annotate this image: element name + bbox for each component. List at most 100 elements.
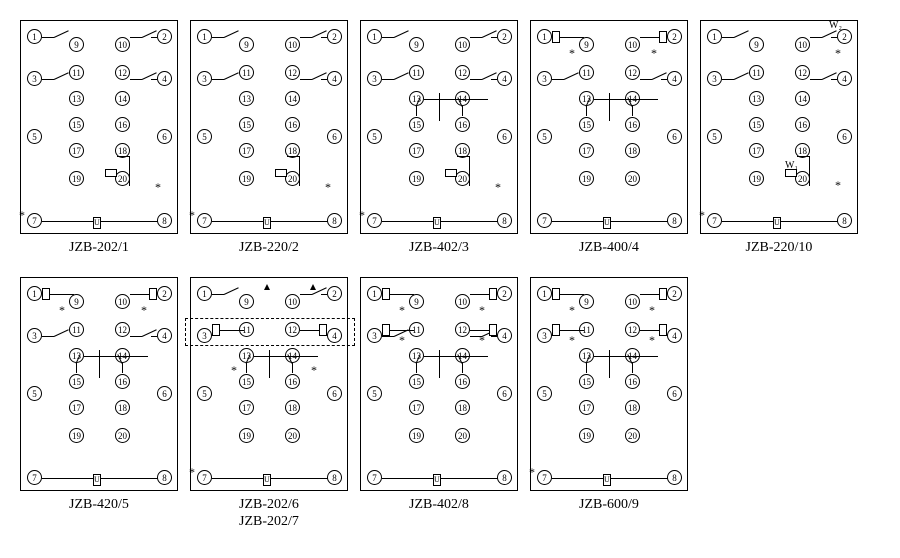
terminal-19: 19 xyxy=(579,428,594,443)
terminal-17: 17 xyxy=(579,400,594,415)
terminal-18: 18 xyxy=(115,400,130,415)
terminal-20: 20 xyxy=(625,171,640,186)
terminal-20: 20 xyxy=(625,428,640,443)
terminal-16: 16 xyxy=(795,117,810,132)
terminal-14: 14 xyxy=(795,91,810,106)
relay-panel: 1234567891011121314151617181920U** xyxy=(360,20,518,234)
terminal-1: 1 xyxy=(197,286,212,301)
terminal-9: 9 xyxy=(69,37,84,52)
connection-line xyxy=(300,37,312,38)
terminal-7: 7 xyxy=(367,213,382,228)
marker-star: * xyxy=(649,304,655,316)
marker-star: * xyxy=(651,47,657,59)
marker-star: * xyxy=(155,181,161,193)
connection-line xyxy=(609,93,610,121)
relay-panel: 1234567891011121314151617181920U*** xyxy=(190,277,348,491)
terminal-5: 5 xyxy=(27,129,42,144)
terminal-15: 15 xyxy=(239,117,254,132)
connection-line xyxy=(594,356,658,357)
marker-star: * xyxy=(19,209,25,221)
terminal-19: 19 xyxy=(579,171,594,186)
coil-box xyxy=(105,169,117,177)
relay-unit: 1234567891011121314151617181920U*****JZB… xyxy=(530,277,688,531)
terminal-10: 10 xyxy=(625,37,640,52)
terminal-20: 20 xyxy=(115,171,130,186)
terminal-10: 10 xyxy=(115,294,130,309)
terminal-9: 9 xyxy=(239,294,254,309)
connection-line xyxy=(416,106,417,116)
coil-box xyxy=(489,324,497,336)
terminal-19: 19 xyxy=(409,428,424,443)
connection-line xyxy=(130,336,142,337)
terminal-15: 15 xyxy=(579,374,594,389)
marker-star: * xyxy=(359,209,365,221)
terminal-11: 11 xyxy=(579,65,594,80)
terminal-7: 7 xyxy=(197,213,212,228)
terminal-11: 11 xyxy=(409,65,424,80)
terminal-8: 8 xyxy=(327,470,342,485)
coil-box xyxy=(659,31,667,43)
terminal-8: 8 xyxy=(157,213,172,228)
terminal-16: 16 xyxy=(455,117,470,132)
terminal-4: 4 xyxy=(497,328,512,343)
connection-line xyxy=(151,79,157,80)
terminal-16: 16 xyxy=(455,374,470,389)
coil-box xyxy=(552,288,560,300)
terminal-8: 8 xyxy=(667,470,682,485)
relay-panel: 1234567891011121314151617181920U**** xyxy=(360,277,518,491)
terminal-10: 10 xyxy=(285,294,300,309)
terminal-1: 1 xyxy=(197,29,212,44)
terminal-10: 10 xyxy=(455,294,470,309)
connection-line xyxy=(609,350,610,378)
dashed-region xyxy=(185,318,355,346)
terminal-16: 16 xyxy=(285,374,300,389)
marker-star: * xyxy=(189,466,195,478)
row-1: 1234567891011121314151617181920U**JZB-20… xyxy=(20,20,880,257)
row-2: 1234567891011121314151617181920U**JZB-42… xyxy=(20,277,880,531)
terminal-8: 8 xyxy=(667,213,682,228)
terminal-15: 15 xyxy=(69,374,84,389)
relay-unit: 1234567891011121314151617181920U***JZB-2… xyxy=(190,277,348,531)
connection-line xyxy=(212,37,224,38)
arrow-icon xyxy=(310,284,316,290)
terminal-12: 12 xyxy=(625,65,640,80)
text-label: U xyxy=(604,476,610,484)
terminal-13: 13 xyxy=(69,91,84,106)
terminal-12: 12 xyxy=(285,65,300,80)
connection-line xyxy=(470,37,482,38)
coil-box xyxy=(552,324,560,336)
terminal-10: 10 xyxy=(625,294,640,309)
terminal-7: 7 xyxy=(197,470,212,485)
connection-line xyxy=(151,336,157,337)
relay-unit: 1234567891011121314151617181920U****JZB-… xyxy=(360,277,518,531)
contact-line xyxy=(564,72,579,80)
terminal-10: 10 xyxy=(285,37,300,52)
terminal-13: 13 xyxy=(239,91,254,106)
terminal-6: 6 xyxy=(667,386,682,401)
connection-line xyxy=(390,330,414,331)
connection-line xyxy=(84,356,148,357)
connection-line xyxy=(640,79,652,80)
connection-line xyxy=(254,356,318,357)
connection-line xyxy=(640,294,660,295)
marker-star: * xyxy=(569,47,575,59)
connection-line xyxy=(462,363,463,373)
marker-star: * xyxy=(399,334,405,346)
terminal-5: 5 xyxy=(367,386,382,401)
terminal-17: 17 xyxy=(749,143,764,158)
terminal-17: 17 xyxy=(239,143,254,158)
terminal-17: 17 xyxy=(69,143,84,158)
connection-line xyxy=(439,93,440,121)
coil-box xyxy=(659,288,667,300)
contact-line xyxy=(54,30,69,38)
terminal-12: 12 xyxy=(455,65,470,80)
terminal-18: 18 xyxy=(455,400,470,415)
terminal-17: 17 xyxy=(239,400,254,415)
relay-panel: 1234567891011121314151617181920U** xyxy=(20,20,178,234)
connection-line xyxy=(640,330,660,331)
connection-line xyxy=(424,99,488,100)
marker-star: * xyxy=(835,179,841,191)
coil-box xyxy=(149,288,157,300)
marker-star: * xyxy=(569,334,575,346)
contact-line xyxy=(54,72,69,80)
